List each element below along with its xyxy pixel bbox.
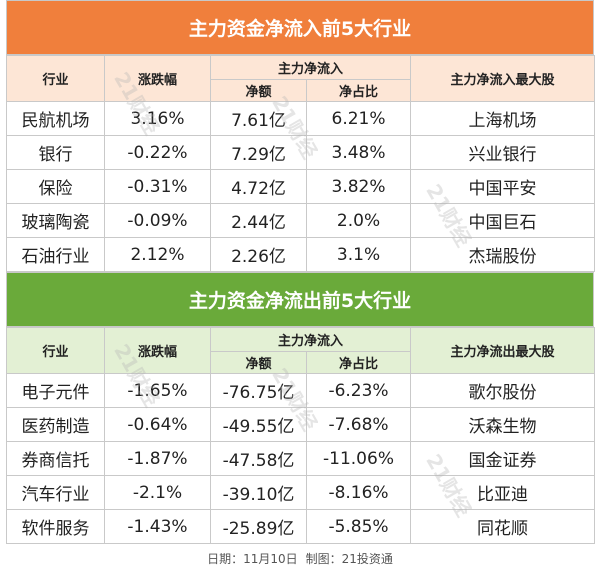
stock-cell: 歌尔股份 bbox=[410, 373, 596, 408]
industry-cell: 石油行业 bbox=[6, 237, 105, 272]
industry-cell: 医药制造 bbox=[6, 407, 105, 442]
industry-cell: 银行 bbox=[6, 135, 105, 170]
inflow-header-top-stock: 主力净流入最大股 bbox=[410, 55, 596, 102]
outflow-title: 主力资金净流出前5大行业 bbox=[6, 272, 594, 327]
outflow-header-change: 涨跌幅 bbox=[104, 327, 211, 374]
table-row: 券商信托 -1.87% -47.58亿 -11.06% 国金证券 bbox=[6, 441, 596, 476]
table-row: 民航机场 3.16% 7.61亿 6.21% 上海机场 bbox=[6, 101, 596, 136]
outflow-header-industry: 行业 bbox=[6, 327, 105, 374]
amount-cell: -25.89亿 bbox=[210, 509, 307, 544]
inflow-header-change: 涨跌幅 bbox=[104, 55, 211, 102]
ratio-cell: 6.21% bbox=[305, 101, 412, 136]
table-row: 石油行业 2.12% 2.26亿 3.1% 杰瑞股份 bbox=[6, 237, 596, 272]
outflow-subheader-row: 净额 净占比 bbox=[7, 351, 595, 374]
change-cell: -0.22% bbox=[104, 135, 211, 170]
stock-cell: 上海机场 bbox=[410, 101, 596, 136]
table-row: 医药制造 -0.64% -49.55亿 -7.68% 沃森生物 bbox=[6, 407, 596, 442]
inflow-title: 主力资金净流入前5大行业 bbox=[6, 0, 594, 55]
outflow-header-top-stock: 主力净流出最大股 bbox=[410, 327, 596, 374]
stock-cell: 中国巨石 bbox=[410, 203, 596, 238]
ratio-cell: -7.68% bbox=[305, 407, 412, 442]
inflow-header-amount: 净额 bbox=[210, 79, 307, 102]
outflow-table: 行业 涨跌幅 主力净流入 主力净流出最大股 净额 净占比 电子元件 -1.65%… bbox=[6, 327, 596, 544]
table-row: 电子元件 -1.65% -76.75亿 -6.23% 歌尔股份 bbox=[6, 373, 596, 408]
footer-date: 日期：11月10日 bbox=[207, 551, 298, 566]
footer: 日期：11月10日 制图：21投资通 bbox=[6, 544, 594, 572]
ratio-cell: 2.0% bbox=[305, 203, 412, 238]
table-row: 玻璃陶瓷 -0.09% 2.44亿 2.0% 中国巨石 bbox=[6, 203, 596, 238]
amount-cell: 7.61亿 bbox=[210, 101, 307, 136]
change-cell: 2.12% bbox=[104, 237, 211, 272]
table-row: 银行 -0.22% 7.29亿 3.48% 兴业银行 bbox=[6, 135, 596, 170]
amount-cell: 4.72亿 bbox=[210, 169, 307, 204]
ratio-cell: 3.48% bbox=[305, 135, 412, 170]
table-row: 软件服务 -1.43% -25.89亿 -5.85% 同花顺 bbox=[6, 509, 596, 544]
ratio-cell: -5.85% bbox=[305, 509, 412, 544]
change-cell: -0.31% bbox=[104, 169, 211, 204]
industry-cell: 软件服务 bbox=[6, 509, 105, 544]
ratio-cell: 3.82% bbox=[305, 169, 412, 204]
ratio-cell: -6.23% bbox=[305, 373, 412, 408]
table-row: 汽车行业 -2.1% -39.10亿 -8.16% 比亚迪 bbox=[6, 475, 596, 510]
outflow-header-amount: 净额 bbox=[210, 351, 307, 374]
stock-cell: 中国平安 bbox=[410, 169, 596, 204]
change-cell: -1.65% bbox=[104, 373, 211, 408]
amount-cell: -47.58亿 bbox=[210, 441, 307, 476]
change-cell: -0.09% bbox=[104, 203, 211, 238]
industry-cell: 保险 bbox=[6, 169, 105, 204]
stock-cell: 杰瑞股份 bbox=[410, 237, 596, 272]
inflow-header-row: 行业 涨跌幅 主力净流入 主力净流入最大股 bbox=[6, 55, 596, 102]
inflow-header-ratio: 净占比 bbox=[305, 79, 412, 102]
change-cell: -1.43% bbox=[104, 509, 211, 544]
stock-cell: 比亚迪 bbox=[410, 475, 596, 510]
ratio-cell: 3.1% bbox=[305, 237, 412, 272]
ratio-cell: -11.06% bbox=[305, 441, 412, 476]
industry-cell: 汽车行业 bbox=[6, 475, 105, 510]
amount-cell: 2.26亿 bbox=[210, 237, 307, 272]
table-row: 保险 -0.31% 4.72亿 3.82% 中国平安 bbox=[6, 169, 596, 204]
stock-cell: 同花顺 bbox=[410, 509, 596, 544]
industry-cell: 民航机场 bbox=[6, 101, 105, 136]
ratio-cell: -8.16% bbox=[305, 475, 412, 510]
industry-cell: 玻璃陶瓷 bbox=[6, 203, 105, 238]
amount-cell: 7.29亿 bbox=[210, 135, 307, 170]
change-cell: -1.87% bbox=[104, 441, 211, 476]
amount-cell: -49.55亿 bbox=[210, 407, 307, 442]
outflow-header-ratio: 净占比 bbox=[305, 351, 412, 374]
amount-cell: -39.10亿 bbox=[210, 475, 307, 510]
change-cell: 3.16% bbox=[104, 101, 211, 136]
footer-credit: 制图：21投资通 bbox=[305, 551, 393, 566]
stock-cell: 国金证券 bbox=[410, 441, 596, 476]
outflow-header-row: 行业 涨跌幅 主力净流入 主力净流出最大股 bbox=[6, 327, 596, 374]
industry-cell: 电子元件 bbox=[6, 373, 105, 408]
inflow-table: 行业 涨跌幅 主力净流入 主力净流入最大股 净额 净占比 民航机场 3.16% … bbox=[6, 55, 596, 272]
amount-cell: 2.44亿 bbox=[210, 203, 307, 238]
change-cell: -0.64% bbox=[104, 407, 211, 442]
industry-cell: 券商信托 bbox=[6, 441, 105, 476]
inflow-header-netflow: 主力净流入 bbox=[209, 55, 412, 80]
change-cell: -2.1% bbox=[104, 475, 211, 510]
inflow-subheader-row: 净额 净占比 bbox=[7, 79, 595, 102]
inflow-header-industry: 行业 bbox=[6, 55, 105, 102]
fund-flow-report: 主力资金净流入前5大行业 行业 涨跌幅 主力净流入 主力净流入最大股 净额 净占… bbox=[6, 0, 596, 572]
outflow-header-netflow: 主力净流入 bbox=[209, 327, 412, 352]
amount-cell: -76.75亿 bbox=[210, 373, 307, 408]
stock-cell: 沃森生物 bbox=[410, 407, 596, 442]
stock-cell: 兴业银行 bbox=[410, 135, 596, 170]
